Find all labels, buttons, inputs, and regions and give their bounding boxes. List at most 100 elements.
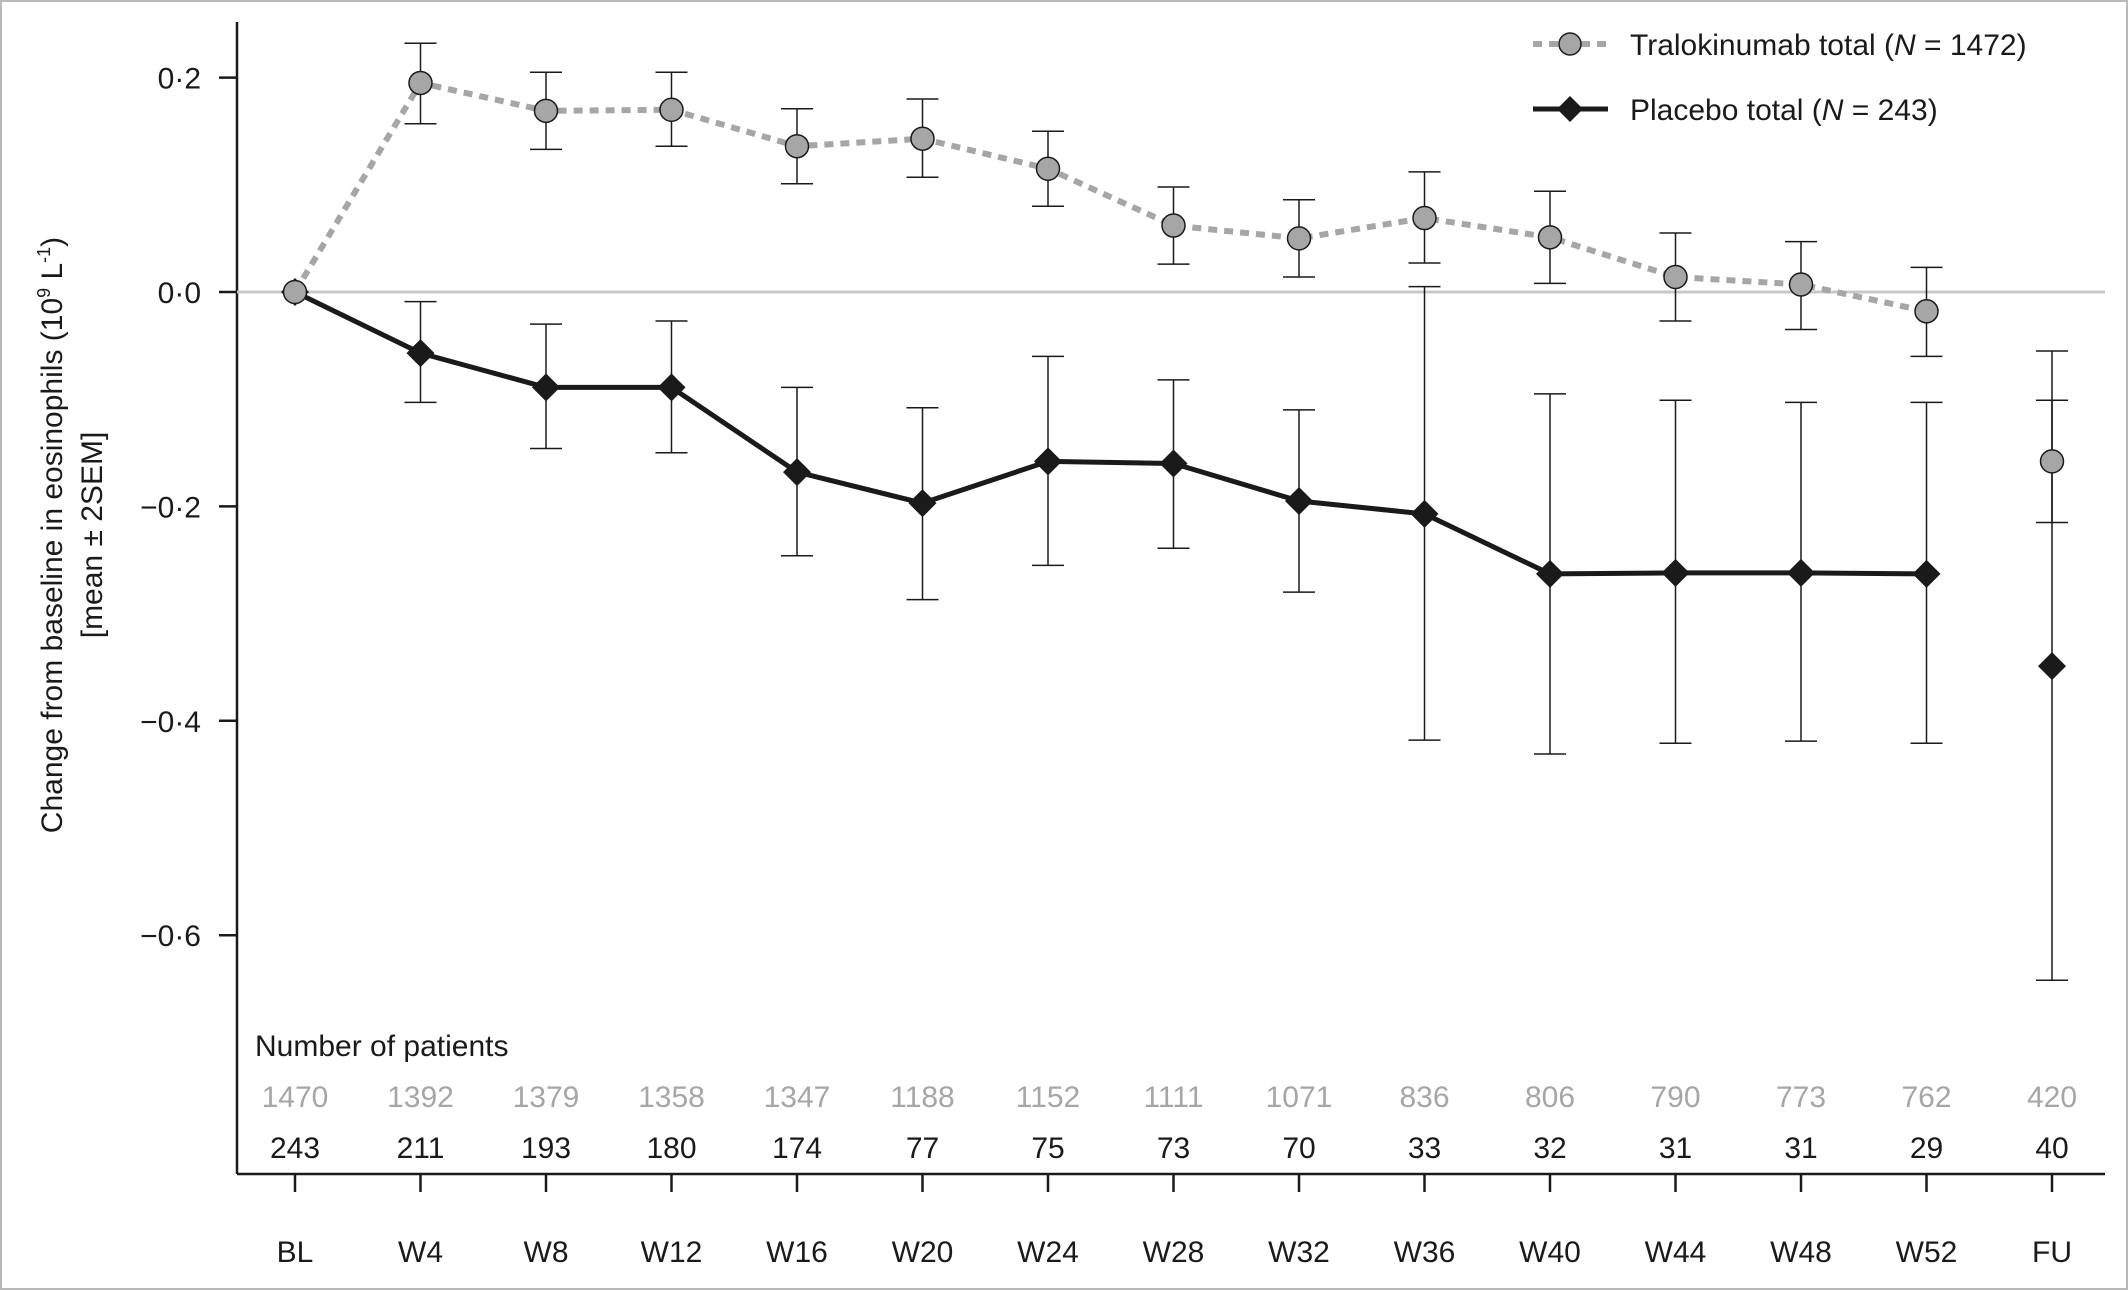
patient-count: 174 [772,1132,822,1165]
tralokinumab-point [282,279,308,305]
x-tick-label: W36 [1394,1236,1456,1269]
x-tick-label: W12 [641,1236,703,1269]
placebo-point [2038,652,2066,681]
y-tick-label: 0·2 [158,63,201,96]
x-axis-ticks: BL W4 W8 W12 W16 W20 W24 W28 W32 W36 W40 W44 W48 W52 F… [277,1174,2072,1269]
patient-count: 29 [1910,1132,1943,1165]
patient-count: 1071 [1266,1081,1333,1114]
placebo-point [1034,447,1062,476]
patient-count: 420 [2027,1081,2077,1114]
legend-tralokinumab-label: Tralokinumab total (N = 1472) [1630,29,2027,62]
x-tick-label: BL [277,1236,314,1269]
x-tick-label: W16 [766,1236,828,1269]
x-tick-label: W32 [1268,1236,1330,1269]
patients-title: Number of patients [255,1030,508,1063]
patient-count: 31 [1784,1132,1817,1165]
x-tick-label: W44 [1645,1236,1707,1269]
placebo-point [1285,487,1313,516]
y-axis-label: Change from baseline in eosinophils (109… [34,237,109,833]
x-tick-label: W8 [524,1236,569,1269]
patient-count: 1111 [1143,1081,1203,1114]
placebo-point [783,458,811,487]
placebo-point [1661,558,1690,587]
patient-count: 40 [2035,1132,2068,1165]
legend-placebo-label: Placebo total (N = 243) [1630,94,1938,127]
patient-count: 31 [1659,1132,1692,1165]
x-tick-label: FU [2032,1236,2072,1269]
patient-count: 75 [1031,1132,1064,1165]
patient-count: 1470 [262,1081,329,1114]
tralokinumab-point [1286,226,1312,251]
patient-count: 1358 [638,1081,705,1114]
y-tick-label: −0·2 [140,491,201,524]
patient-count: 180 [646,1132,696,1165]
tralokinumab-line [292,79,1928,315]
tralokinumab-series [282,42,2068,524]
patient-count: 1188 [890,1081,955,1114]
y-axis-label-line2: [mean ± 2SEM] [76,432,109,639]
patient-count: 193 [521,1132,571,1165]
tralokinumab-point [1412,205,1437,231]
patient-count: 762 [1901,1081,1951,1114]
tralokinumab-point [1788,272,1814,297]
y-tick-label: −0·4 [140,706,201,739]
y-axis-label-line1: Change from baseline in eosinophils (109… [34,237,69,833]
patients-row-placebo: 243 211 193 180 174 77 75 73 70 33 32 31 31 29 40 [270,1132,2069,1165]
patient-count: 1347 [764,1081,831,1114]
legend: Tralokinumab total (N = 1472) Placebo to… [1533,29,2027,127]
y-tick-label: −0·6 [140,920,201,953]
placebo-series [281,278,2068,981]
tralokinumab-point [910,126,935,151]
x-tick-label: W20 [892,1236,954,1269]
legend-item-placebo: Placebo total (N = 243) [1533,94,1938,127]
placebo-point [1536,559,1564,588]
patient-count: 790 [1650,1081,1700,1114]
legend-tralokinumab-marker [1558,32,1582,56]
placebo-point [406,339,435,368]
x-tick-label: W40 [1519,1236,1581,1269]
tralokinumab-point [1161,213,1186,238]
placebo-point [1912,559,1941,588]
tralokinumab-point [2039,449,2065,474]
placebo-line [293,289,1927,577]
patient-count: 1379 [513,1081,580,1114]
patient-count: 1152 [1016,1081,1081,1114]
patient-count: 70 [1282,1132,1315,1165]
patient-count: 836 [1399,1081,1449,1114]
patients-row-tralokinumab: 1470 1392 1379 1358 1347 1188 1152 1111 1071 836 8… [262,1081,2077,1114]
placebo-point [532,373,560,402]
tralokinumab-point [1663,264,1688,290]
tralokinumab-point [659,97,684,123]
placebo-point [1159,449,1188,478]
patient-count: 1392 [387,1081,454,1114]
placebo-point [1410,499,1439,528]
y-tick-label: 0·0 [158,277,201,310]
x-tick-label: W24 [1017,1236,1079,1269]
tralokinumab-point [784,133,810,159]
x-tick-label: W28 [1143,1236,1205,1269]
tralokinumab-point [1914,299,1939,324]
x-tick-label: W48 [1770,1236,1832,1269]
patient-count: 211 [397,1132,445,1165]
legend-item-tralokinumab: Tralokinumab total (N = 1472) [1533,29,2027,62]
placebo-point [657,373,686,402]
legend-placebo-marker [1557,96,1583,122]
patient-count: 73 [1157,1132,1190,1165]
tralokinumab-point [533,98,559,124]
patient-count: 77 [906,1132,939,1165]
tralokinumab-point [1035,156,1061,181]
x-tick-label: W4 [398,1236,443,1269]
tralokinumab-point [408,70,433,96]
placebo-point [908,489,937,518]
placebo-point [1787,558,1815,587]
y-axis-ticks: 0·2 0·0 −0·2 −0·4 −0·6 [140,63,237,953]
tralokinumab-point [1537,225,1563,250]
x-tick-label: W52 [1896,1236,1958,1269]
patient-count: 32 [1533,1132,1566,1165]
patient-count: 773 [1776,1081,1826,1114]
patient-count: 33 [1408,1132,1441,1165]
patient-count: 243 [270,1132,320,1165]
patient-count: 806 [1525,1081,1575,1114]
